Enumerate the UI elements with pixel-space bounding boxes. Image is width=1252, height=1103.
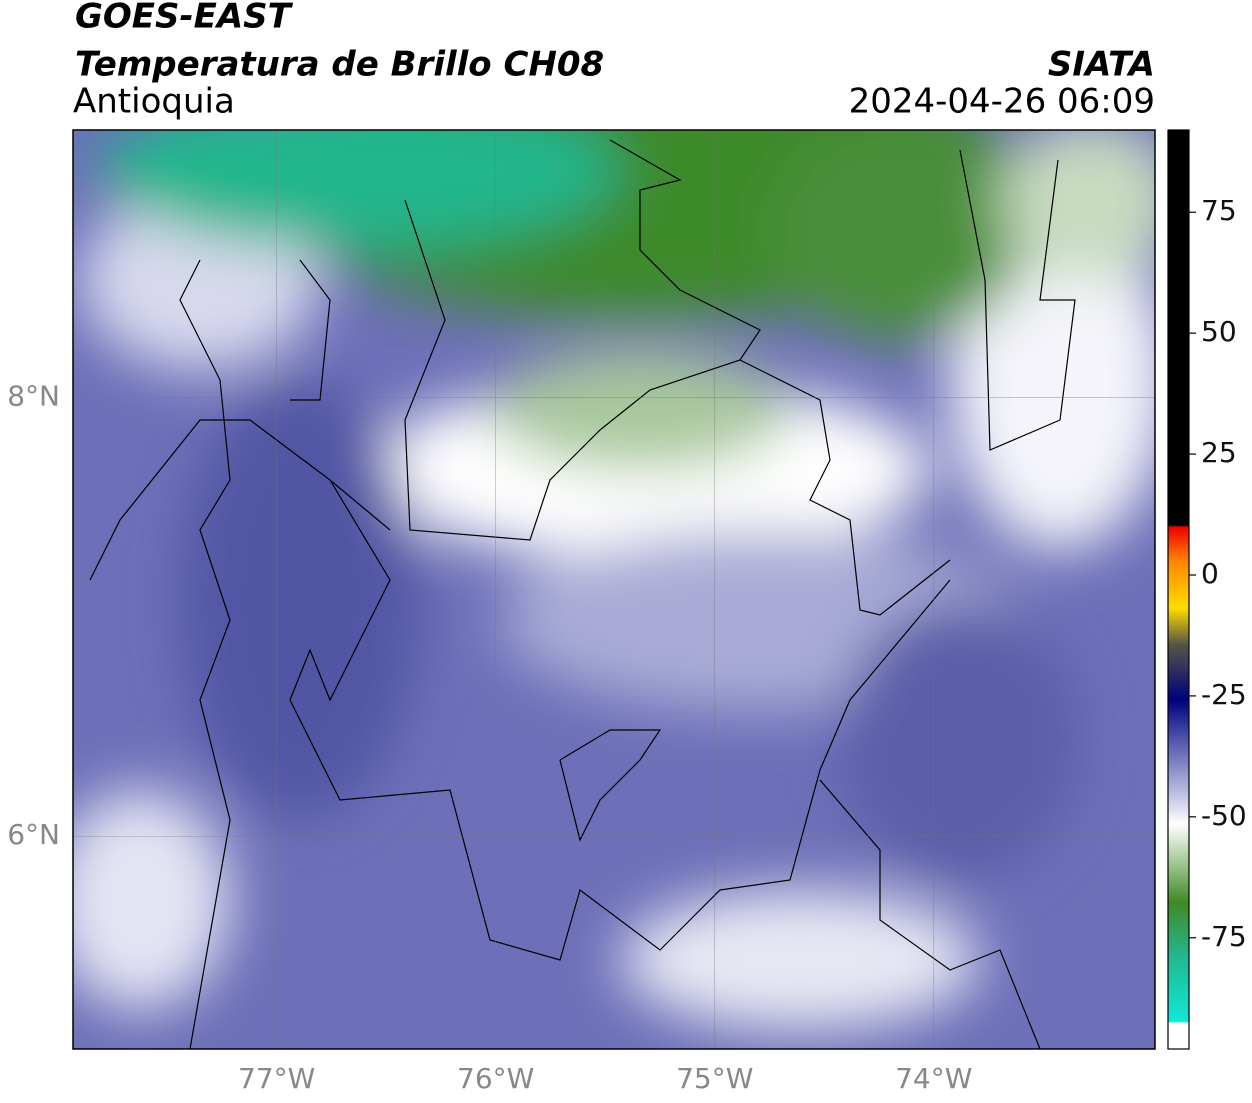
colorbar-tick-label: 25 — [1201, 436, 1237, 469]
colorbar — [1167, 129, 1190, 1050]
colorbar-tick-label: -25 — [1201, 678, 1247, 711]
graticule — [73, 130, 1155, 1049]
source: SIATA — [1048, 45, 1155, 85]
colorbar-tick-label: -75 — [1201, 920, 1247, 953]
lon-tick-label: 77°W — [238, 1062, 315, 1095]
region: Antioquia — [73, 82, 235, 122]
title: GOES-EAST — [75, 0, 294, 37]
colorbar-tick-label: 75 — [1201, 194, 1237, 227]
datetime: 2024-04-26 06:09 — [849, 82, 1155, 122]
lon-tick-label: 75°W — [676, 1062, 753, 1095]
lat-tick-label: 8°N — [7, 380, 60, 413]
map-frame — [72, 129, 1156, 1050]
lon-tick-label: 76°W — [457, 1062, 534, 1095]
lat-tick-label: 6°N — [7, 818, 60, 851]
lon-tick-label: 74°W — [895, 1062, 972, 1095]
colorbar-tick-label: 50 — [1201, 315, 1237, 348]
map-image — [73, 130, 1155, 1049]
subtitle: Temperatura de Brillo CH08 — [75, 45, 604, 85]
colorbar-tick-label: -50 — [1201, 799, 1247, 832]
colorbar-tick-label: 0 — [1201, 557, 1219, 590]
